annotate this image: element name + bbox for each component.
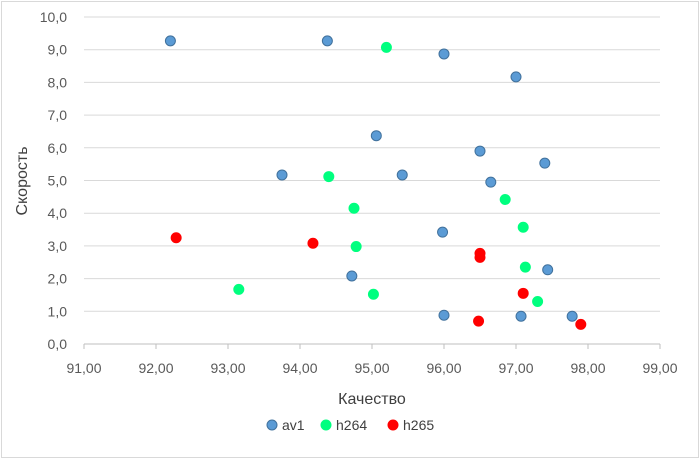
y-tick-label: 4,0: [48, 205, 68, 221]
legend-marker-h265: [387, 419, 399, 431]
legend-label-av1: av1: [282, 417, 305, 433]
data-point-av1: [542, 264, 554, 276]
data-point-av1: [396, 169, 408, 181]
data-point-av1: [510, 71, 522, 83]
legend: av1 h264 h265: [266, 417, 434, 433]
y-tick-label: 9,0: [48, 42, 68, 58]
data-point-av1: [276, 169, 288, 181]
legend-marker-av1: [266, 419, 278, 431]
data-point-h264: [499, 193, 511, 205]
x-tick-label: 96,00: [426, 360, 461, 376]
data-point-av1: [438, 309, 450, 321]
x-tick-label: 97,00: [498, 360, 533, 376]
data-point-av1: [438, 48, 450, 60]
legend-label-h265: h265: [403, 417, 434, 433]
y-tick-label: 8,0: [48, 74, 68, 90]
data-point-av1: [346, 270, 358, 282]
x-tick-label: 99,00: [642, 360, 677, 376]
data-points: [164, 35, 587, 330]
y-tick-label: 2,0: [48, 271, 68, 287]
legend-label-h264: h264: [336, 417, 367, 433]
x-axis-title: Качество: [338, 391, 406, 408]
data-point-h264: [532, 295, 544, 307]
data-point-av1: [321, 35, 333, 47]
y-tick-label: 5,0: [48, 173, 68, 189]
data-point-h264: [350, 241, 362, 253]
data-point-h265: [473, 315, 485, 327]
x-tick-label: 95,00: [354, 360, 389, 376]
y-tick-label: 6,0: [48, 140, 68, 156]
y-tick-label: 3,0: [48, 238, 68, 254]
data-point-h265: [474, 251, 486, 263]
data-point-h265: [170, 232, 182, 244]
data-point-h264: [380, 41, 392, 53]
gridlines: [83, 16, 661, 349]
legend-marker-h264: [320, 419, 332, 431]
data-point-av1: [539, 157, 551, 169]
y-tick-label: 1,0: [48, 303, 68, 319]
data-point-h265: [517, 287, 529, 299]
y-tick-label: 10,0: [40, 9, 67, 25]
x-tick-label: 93,00: [210, 360, 245, 376]
y-tick-label: 7,0: [48, 107, 68, 123]
x-tick-label: 98,00: [570, 360, 605, 376]
data-point-av1: [474, 145, 486, 157]
x-tick-label: 91,00: [66, 360, 101, 376]
data-point-h264: [367, 288, 379, 300]
y-axis-title: Скорость: [14, 146, 31, 215]
data-point-h265: [575, 318, 587, 330]
x-tick-label: 94,00: [282, 360, 317, 376]
data-point-av1: [370, 130, 382, 142]
x-tick-label: 92,00: [138, 360, 173, 376]
data-point-av1: [164, 35, 176, 47]
data-point-h264: [323, 171, 335, 183]
data-point-h264: [517, 221, 529, 233]
data-point-av1: [485, 176, 497, 188]
data-point-h264: [233, 283, 245, 295]
tick-labels: 0,0 1,0 2,0 3,0 4,0 5,0 6,0 7,0 8,0 9,0 10,0 91,00 9…: [40, 9, 678, 376]
data-point-h264: [348, 202, 360, 214]
data-point-h264: [519, 261, 531, 273]
data-point-av1: [437, 226, 449, 238]
data-point-h265: [307, 237, 319, 249]
y-tick-label: 0,0: [48, 336, 68, 352]
data-point-av1: [566, 310, 578, 322]
data-point-av1: [515, 310, 527, 322]
